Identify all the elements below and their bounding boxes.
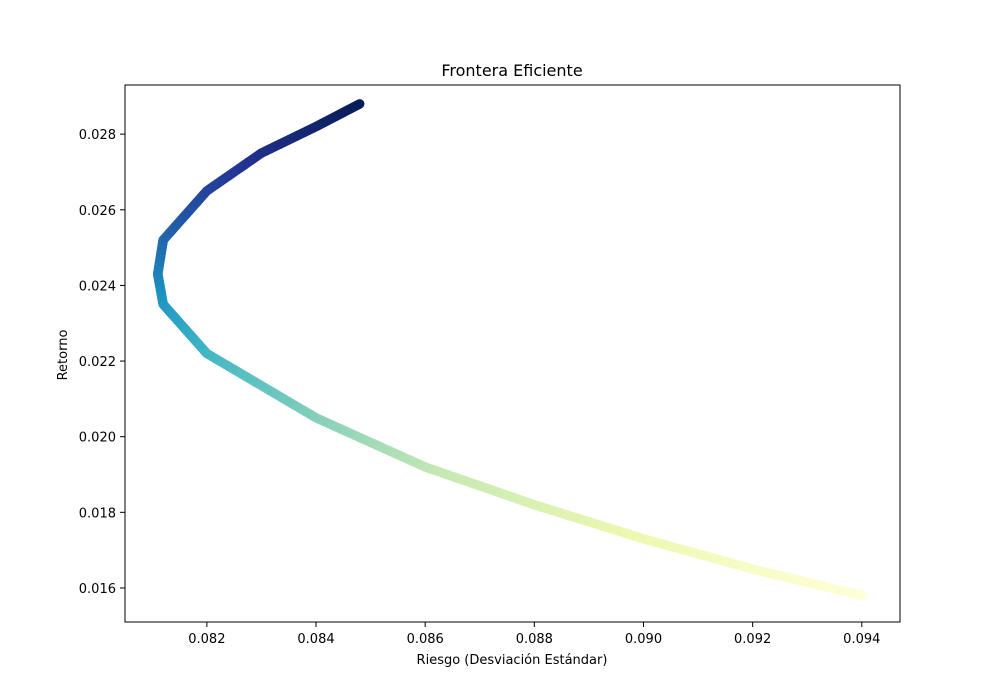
x-tick-label: 0.092	[734, 632, 771, 647]
x-axis-label: Riesgo (Desviación Estándar)	[417, 653, 608, 668]
x-tick-label: 0.084	[297, 632, 334, 647]
y-tick-label: 0.020	[79, 431, 116, 446]
x-tick-label: 0.088	[516, 632, 553, 647]
x-tick-label: 0.086	[407, 632, 444, 647]
y-tick-label: 0.018	[79, 506, 116, 521]
y-axis: 0.016 0.018 0.020 0.022 0.024 0.026 0.028	[79, 128, 125, 597]
data-points	[152, 99, 867, 601]
y-tick-label: 0.016	[79, 582, 116, 597]
x-axis: 0.082 0.084 0.086 0.088 0.090 0.092 0.094	[188, 622, 880, 647]
y-tick-label: 0.024	[79, 279, 116, 294]
y-tick-label: 0.022	[79, 355, 116, 370]
plot-frame	[124, 84, 901, 623]
data-point	[354, 99, 365, 109]
chart-title: Frontera Eficiente	[441, 61, 582, 80]
y-axis-label: Retorno	[56, 330, 71, 381]
y-tick-label: 0.026	[79, 204, 116, 219]
x-tick-label: 0.090	[625, 632, 662, 647]
y-tick-label: 0.028	[79, 128, 116, 143]
x-tick-label: 0.082	[188, 632, 225, 647]
x-tick-label: 0.094	[843, 632, 880, 647]
